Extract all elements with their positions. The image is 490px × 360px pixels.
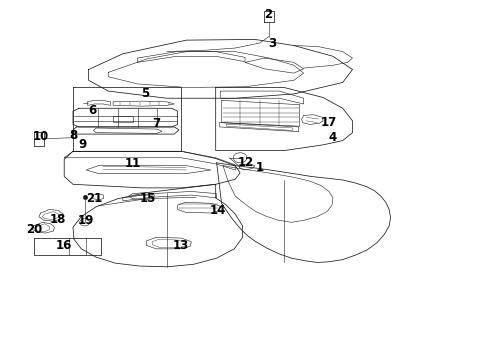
- Text: 2: 2: [265, 8, 272, 21]
- Text: 21: 21: [86, 192, 102, 205]
- Text: 17: 17: [321, 116, 337, 129]
- Text: 10: 10: [33, 130, 49, 144]
- Text: 18: 18: [50, 213, 67, 226]
- Text: 5: 5: [141, 87, 149, 100]
- Text: 14: 14: [210, 204, 226, 217]
- Text: 16: 16: [56, 239, 73, 252]
- Text: 3: 3: [268, 37, 276, 50]
- Text: 20: 20: [26, 223, 42, 236]
- Text: 15: 15: [140, 192, 156, 205]
- Text: 6: 6: [88, 104, 97, 117]
- Text: 1: 1: [256, 161, 264, 174]
- Text: 13: 13: [172, 239, 189, 252]
- Text: 4: 4: [329, 131, 337, 144]
- Text: 11: 11: [124, 157, 141, 170]
- Text: 9: 9: [79, 138, 87, 151]
- Text: 19: 19: [78, 214, 95, 227]
- Text: 7: 7: [152, 117, 160, 130]
- Text: 12: 12: [238, 156, 254, 169]
- Text: 8: 8: [69, 129, 77, 142]
